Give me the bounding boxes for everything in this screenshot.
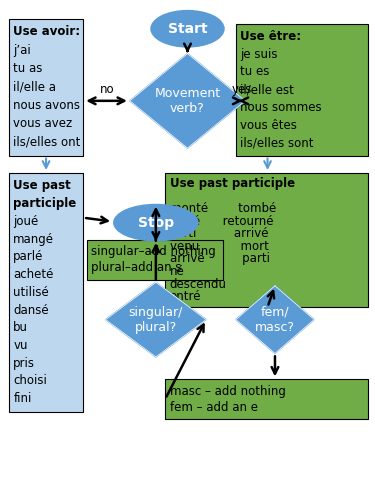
Text: resté      retourné: resté retourné xyxy=(170,214,273,228)
Text: plural–add an s: plural–add an s xyxy=(92,262,182,274)
Text: j’ai: j’ai xyxy=(13,44,31,57)
Text: venu           mort: venu mort xyxy=(170,240,268,253)
Text: utilisé: utilisé xyxy=(13,286,49,299)
Text: nous sommes: nous sommes xyxy=(240,101,322,114)
Text: Start: Start xyxy=(168,22,207,36)
Bar xyxy=(87,240,223,280)
Ellipse shape xyxy=(113,204,199,242)
Text: acheté: acheté xyxy=(13,268,54,281)
Text: Use être:: Use être: xyxy=(240,30,302,43)
Polygon shape xyxy=(130,54,245,148)
Bar xyxy=(165,173,368,307)
Text: il/elle a: il/elle a xyxy=(13,80,56,94)
Polygon shape xyxy=(106,282,206,357)
Text: sorti          arrivé: sorti arrivé xyxy=(170,227,268,240)
Text: dansé: dansé xyxy=(13,304,49,316)
Text: parlé: parlé xyxy=(13,250,44,264)
Polygon shape xyxy=(236,286,314,354)
Text: nous avons: nous avons xyxy=(13,99,80,112)
Text: né: né xyxy=(170,265,184,278)
Text: pris: pris xyxy=(13,357,35,370)
Text: joué: joué xyxy=(13,215,39,228)
Text: Use past participle: Use past participle xyxy=(170,176,295,190)
Text: descendu: descendu xyxy=(170,278,226,291)
Text: masc – add nothing: masc – add nothing xyxy=(170,384,285,398)
Text: yes: yes xyxy=(231,83,252,96)
Bar xyxy=(236,24,368,156)
Text: Use past: Use past xyxy=(13,180,71,192)
Text: mangé: mangé xyxy=(13,232,54,245)
Bar xyxy=(9,173,83,412)
Text: fini: fini xyxy=(13,392,32,405)
Text: vu: vu xyxy=(13,339,28,352)
Text: monté        tombé: monté tombé xyxy=(170,202,276,215)
Text: ils/elles sont: ils/elles sont xyxy=(240,136,314,149)
Text: fem/
masc?: fem/ masc? xyxy=(255,306,295,334)
Text: participle: participle xyxy=(13,197,76,210)
Text: arrivé          parti: arrivé parti xyxy=(170,252,270,266)
Text: Use avoir:: Use avoir: xyxy=(13,26,80,38)
Bar xyxy=(165,380,368,419)
Text: tu es: tu es xyxy=(240,66,270,78)
Text: bu: bu xyxy=(13,322,28,334)
Text: no: no xyxy=(100,83,115,96)
Text: vous avez: vous avez xyxy=(13,118,72,130)
Text: choisi: choisi xyxy=(13,374,47,388)
Text: Stop: Stop xyxy=(138,216,174,230)
Text: Movement
verb?: Movement verb? xyxy=(154,87,220,115)
Text: singular/
plural?: singular/ plural? xyxy=(129,306,183,334)
Text: je suis: je suis xyxy=(240,48,278,61)
Text: tu as: tu as xyxy=(13,62,43,76)
Text: singular–add nothing: singular–add nothing xyxy=(92,246,216,258)
Text: vous êtes: vous êtes xyxy=(240,118,297,132)
Text: entré: entré xyxy=(170,290,201,304)
Ellipse shape xyxy=(150,10,225,48)
Text: fem – add an e: fem – add an e xyxy=(170,400,258,413)
Text: il/elle est: il/elle est xyxy=(240,83,294,96)
Bar xyxy=(9,19,83,156)
Text: ils/elles ont: ils/elles ont xyxy=(13,136,81,149)
